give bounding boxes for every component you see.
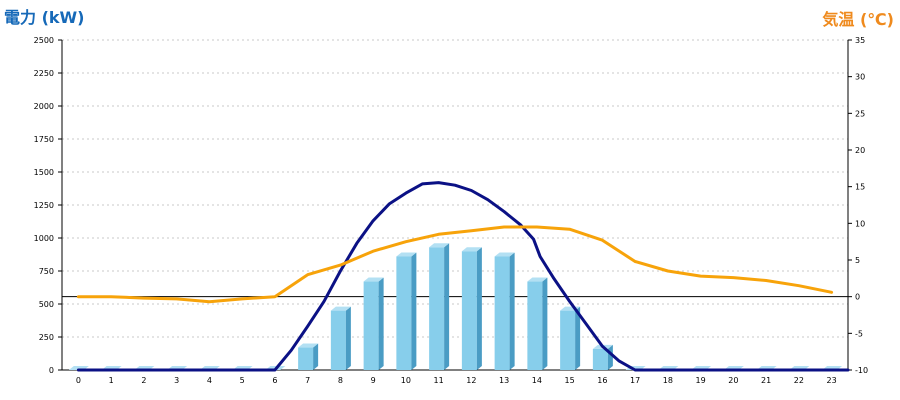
- bar-side: [607, 344, 613, 370]
- bar-side: [509, 252, 515, 370]
- bar-top: [494, 252, 515, 257]
- x-tick-label: 11: [434, 376, 444, 385]
- bar: [396, 252, 417, 370]
- x-tick-label: 10: [401, 376, 411, 385]
- bar: [363, 277, 384, 370]
- x-tick-label: 2: [141, 376, 146, 385]
- x-tick-label: 5: [240, 376, 245, 385]
- x-tick-label: 15: [565, 376, 575, 385]
- bar-side: [542, 277, 548, 370]
- left-tick-label: 1250: [34, 201, 54, 210]
- bar-top: [396, 252, 417, 257]
- bar-front: [592, 348, 608, 370]
- bar-front: [330, 310, 346, 370]
- right-tick-label: 30: [855, 73, 865, 82]
- bar-side: [411, 252, 417, 370]
- right-tick-label: -10: [855, 366, 868, 375]
- lines: [76, 181, 850, 372]
- x-tick-label: 8: [338, 376, 343, 385]
- grid-lines: [62, 39, 848, 338]
- x-tick-label: 23: [827, 376, 837, 385]
- left-tick-label: 1750: [34, 135, 54, 144]
- bar-side: [476, 247, 482, 370]
- bar-front: [560, 310, 576, 370]
- bar-front: [429, 247, 445, 370]
- bar: [330, 306, 351, 370]
- bar-top: [461, 247, 482, 252]
- right-tick-label: 25: [855, 109, 865, 118]
- right-tick-label: 5: [855, 256, 860, 265]
- left-tick-label: 750: [39, 267, 54, 276]
- left-tick-label: 1500: [34, 168, 54, 177]
- bar-side: [575, 306, 581, 370]
- x-tick-label: 21: [761, 376, 771, 385]
- x-tick-label: 14: [532, 376, 542, 385]
- x-tick-label: 0: [76, 376, 81, 385]
- left-axis-title: 電力 (kW): [4, 8, 85, 27]
- left-tick-label: 500: [39, 300, 54, 309]
- bar-side: [444, 243, 450, 370]
- bar-side: [313, 343, 319, 370]
- left-tick-label: 2000: [34, 102, 54, 111]
- bar-front: [494, 256, 510, 370]
- x-tick-label: 19: [696, 376, 706, 385]
- x-tick-label: 1: [109, 376, 114, 385]
- x-tick-label: 7: [305, 376, 310, 385]
- x-tick-label: 17: [630, 376, 640, 385]
- right-tick-label: 35: [855, 36, 865, 45]
- bar: [298, 343, 319, 370]
- right-tick-label: -5: [855, 329, 863, 338]
- x-tick-label: 18: [663, 376, 673, 385]
- x-tick-label: 20: [728, 376, 738, 385]
- bar-top: [298, 343, 319, 348]
- left-tick-label: 2250: [34, 69, 54, 78]
- right-tick-label: 15: [855, 183, 865, 192]
- x-tick-label: 12: [466, 376, 476, 385]
- left-tick-label: 2500: [34, 36, 54, 45]
- left-tick-label: 250: [39, 333, 54, 342]
- x-tick-label: 4: [207, 376, 212, 385]
- bar: [592, 344, 613, 370]
- bar-side: [378, 277, 384, 370]
- temperature-line: [76, 225, 834, 304]
- power-line: [76, 181, 850, 372]
- bar: [494, 252, 515, 370]
- bar: [461, 247, 482, 370]
- x-tick-label: 9: [371, 376, 376, 385]
- bars: [68, 243, 843, 370]
- left-tick-label: 1000: [34, 234, 54, 243]
- bar-front: [396, 256, 412, 370]
- x-tick-label: 6: [272, 376, 277, 385]
- bar: [429, 243, 450, 370]
- bar: [527, 277, 548, 370]
- x-tick-label: 3: [174, 376, 179, 385]
- bar-front: [363, 281, 379, 370]
- bar-front: [461, 251, 477, 370]
- right-tick-label: 20: [855, 146, 865, 155]
- bar-top: [363, 277, 384, 282]
- right-tick-label: 10: [855, 219, 865, 228]
- x-tick-label: 16: [597, 376, 607, 385]
- bar-side: [345, 306, 351, 370]
- bar-top: [429, 243, 450, 248]
- right-axis-title: 気温 (℃): [822, 10, 894, 29]
- bar-top: [527, 277, 548, 282]
- bar-top: [330, 306, 351, 311]
- right-tick-label: 0: [855, 293, 860, 302]
- bar-front: [527, 281, 543, 370]
- x-tick-label: 13: [499, 376, 509, 385]
- tick-labels: 02505007501000125015001750200022502500-1…: [34, 36, 868, 385]
- bar-front: [298, 347, 314, 370]
- left-tick-label: 0: [49, 366, 54, 375]
- x-tick-label: 22: [794, 376, 804, 385]
- bar: [560, 306, 581, 370]
